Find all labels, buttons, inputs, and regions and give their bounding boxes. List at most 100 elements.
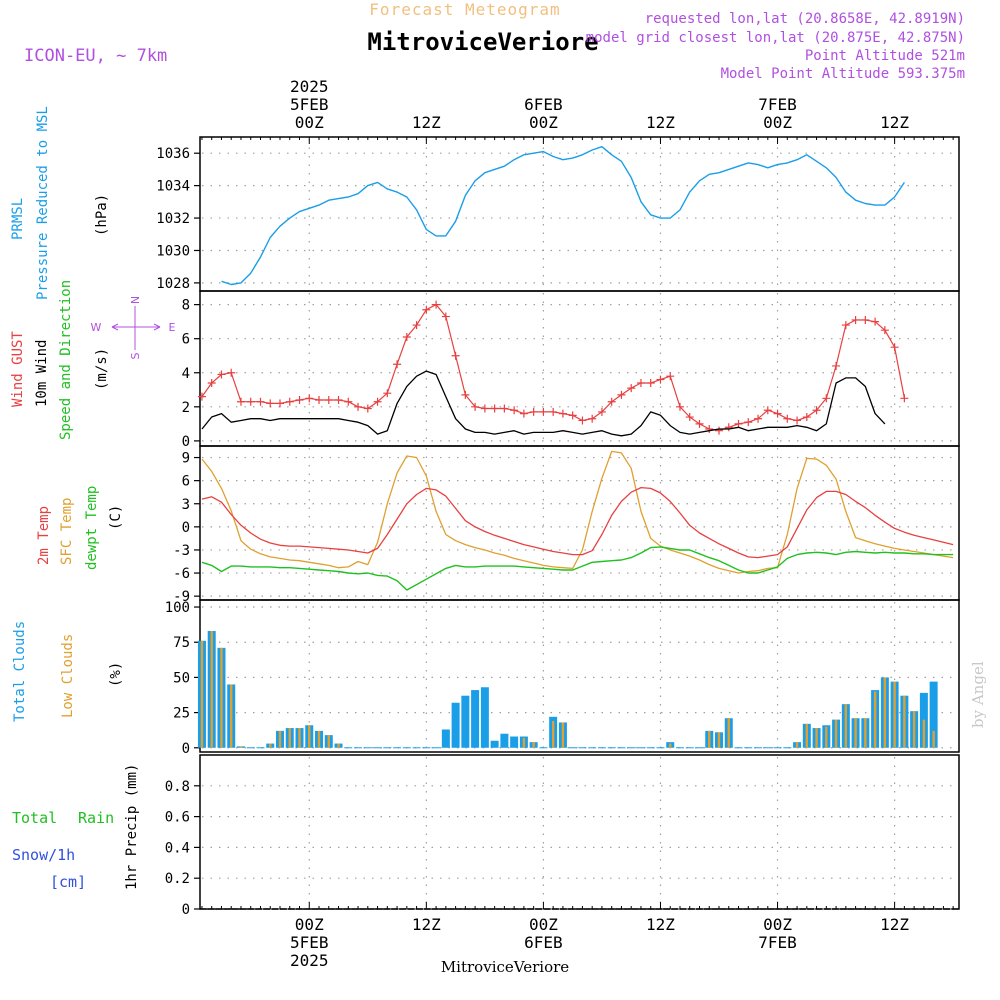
compass-west: W [91,321,102,334]
info-point-altitude: Point Altitude 521m [805,48,965,64]
gust-marker [773,409,782,418]
y-tick-label: 75 [173,635,190,651]
clouds-labels: Total Clouds Low Clouds (%) [12,621,124,722]
y-tick-label: -9 [173,589,190,605]
gust-marker [539,407,548,416]
gust-marker [880,326,889,335]
y-tick-label: 1036 [156,146,190,162]
gust-marker [861,315,870,324]
low-cloud-bar [532,742,535,748]
pressure-label-prmsl: PRMSL [10,198,26,240]
time-label-top: 00Z [763,113,792,132]
temp-label-2m: 2m Temp [36,506,52,565]
low-cloud-bar [825,726,828,748]
gust-marker [354,402,363,411]
time-label-top: 00Z [529,113,558,132]
y-tick-label: 1028 [156,276,190,292]
gust-marker [227,368,236,377]
total-cloud-bar [490,740,499,748]
gust-marker [578,416,587,425]
low-cloud-bar [844,704,848,748]
prmsl-line [221,145,905,286]
gust-marker [627,384,636,393]
low-cloud-bar [239,746,243,748]
gust-marker [266,399,275,408]
time-label-bottom: 12Z [412,915,441,934]
low-cloud-bar [922,719,926,748]
compass-north: N [129,296,142,304]
gust-marker [236,397,245,406]
low-cloud-bar [727,718,730,748]
gust-marker [412,321,421,330]
total-cloud-bar [461,695,470,748]
y-tick-label: 1034 [156,179,190,195]
info-requested-lonlat: requested lon,lat (20.8658E, 42.8919N) [645,11,965,27]
low-cloud-bar [278,730,282,748]
gust-marker [832,361,841,370]
time-label-top: 00Z [295,113,324,132]
wind-labels: Wind GUST 10m Wind Speed and Direction (… [10,280,176,440]
series-layer [197,145,959,910]
low-cloud-bar [669,743,672,748]
forecast-meteogram-subtitle: Forecast Meteogram [369,0,560,19]
footer-station-name: MitroviceVeriore [441,958,569,976]
time-label-bottom: 6FEB [524,933,563,952]
gust-marker [783,414,792,423]
gust-marker [217,370,226,379]
precip-label-axis: 1hr Precip (mm) [124,764,140,890]
y-tick-label: 0 [182,434,190,450]
y-tick-label: 1030 [156,243,190,259]
gust-marker [500,404,509,413]
temp-label-dewpt: dewpt Temp [84,486,100,570]
y-tick-label: 0.8 [165,779,190,795]
gust-marker [393,360,402,369]
time-label-bottom: 12Z [880,915,909,934]
gust-marker [597,407,606,416]
gust-marker [588,414,597,423]
gust-marker [851,315,860,324]
gust-marker [402,332,411,341]
time-label-top: 5FEB [290,95,329,114]
low-cloud-bar [815,728,818,748]
compass-rose-icon: N S W E [91,296,176,360]
gust-marker [480,404,489,413]
low-cloud-bar [337,743,340,748]
compass-south: S [129,352,142,359]
gust-marker [275,399,284,408]
gust-marker [422,305,431,314]
low-cloud-bar [210,630,213,748]
gust-marker [295,396,304,405]
info-model-point-altitude: Model Point Altitude 593.375m [721,66,965,82]
clouds-label-total: Total Clouds [12,621,28,722]
y-tick-label: 6 [182,474,190,490]
gust-marker [695,419,704,428]
low-cloud-bar [912,711,916,748]
total-cloud-bar [500,733,509,748]
gust-marker [793,416,802,425]
temperature-labels: 2m Temp SFC Temp dewpt Temp (C) [36,486,124,570]
low-cloud-bar [220,647,223,748]
y-tick-label: 50 [173,670,190,686]
temp-label-sfc: SFC Temp [59,498,75,565]
low-cloud-bar [269,743,272,748]
total-cloud-bar [929,681,938,748]
clouds-label-low: Low Clouds [60,634,76,718]
gust-marker [754,414,763,423]
gust-marker [656,375,665,384]
temperature-panel-frame [199,445,960,601]
low-cloud-bar [864,718,867,748]
dewpt-line [201,546,954,591]
gust-marker [871,317,880,326]
gust-marker [334,396,343,405]
time-label-bottom: 7FEB [758,933,797,952]
y-tick-label: 100 [165,600,190,616]
low-cloud-bar [717,732,721,748]
gust-marker [246,397,255,406]
y-tick-label: 2 [182,400,190,416]
low-cloud-bar [834,719,838,748]
gust-marker [285,397,294,406]
wind-label-unit: (m/s) [94,348,110,390]
low-cloud-bar [327,735,330,748]
gust-marker [305,394,314,403]
y-ticks-layer: 1028103010321034103602468-9-6-3036902550… [156,146,200,918]
